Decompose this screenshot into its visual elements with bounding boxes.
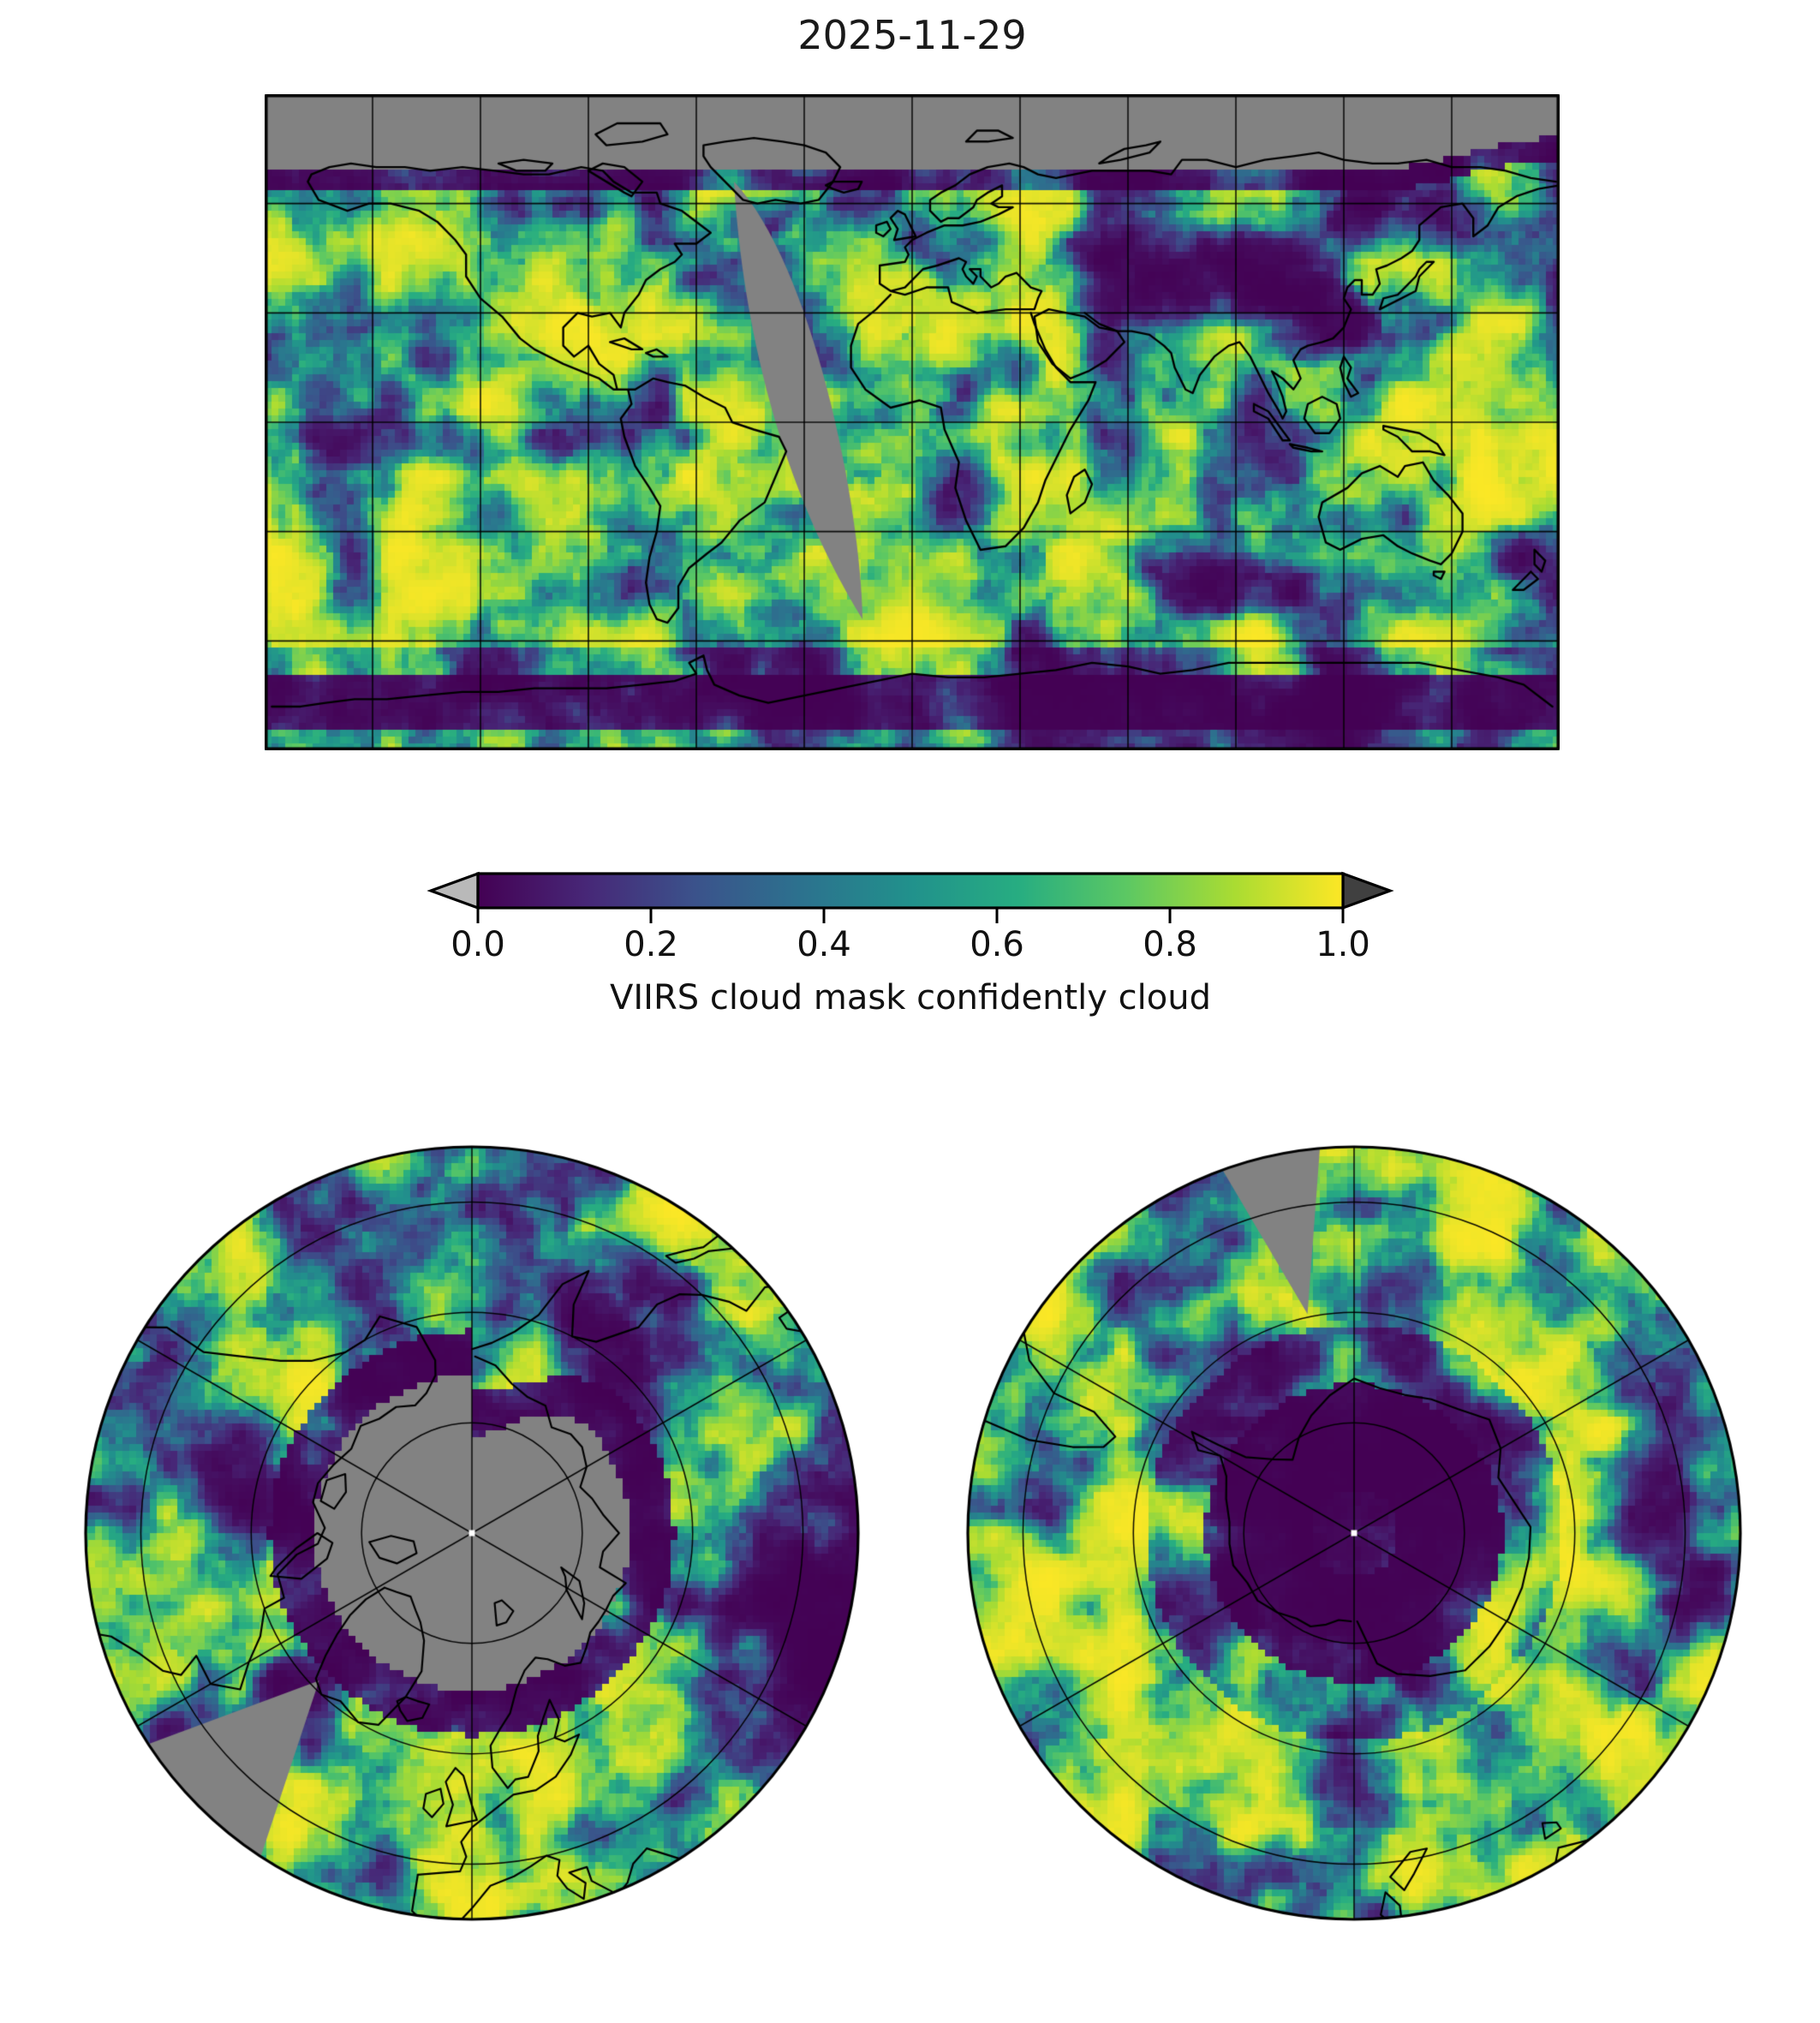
colorbar-svg <box>427 871 1394 923</box>
colorbar-gradient <box>476 872 1345 910</box>
colorbar-tick-label: 0.4 <box>797 925 851 964</box>
colorbar-tick-label: 1.0 <box>1316 925 1370 964</box>
colorbar-over-extend-arrow <box>1341 871 1394 910</box>
colorbar <box>426 863 1402 935</box>
colorbar-under-extend-arrow <box>427 871 480 910</box>
figure-title: 2025-11-29 <box>797 12 1027 58</box>
colorbar-tick-label: 0.0 <box>451 925 505 964</box>
colorbar-tick-label: 0.2 <box>624 925 678 964</box>
colorbar-tick-label: 0.6 <box>970 925 1024 964</box>
south-polar-panel <box>964 1143 1745 1924</box>
colorbar-label: VIIRS cloud mask confidently cloud <box>610 978 1211 1017</box>
global-map-panel <box>265 94 1560 750</box>
north-polar-panel <box>81 1143 862 1924</box>
colorbar-tick-label: 0.8 <box>1143 925 1197 964</box>
